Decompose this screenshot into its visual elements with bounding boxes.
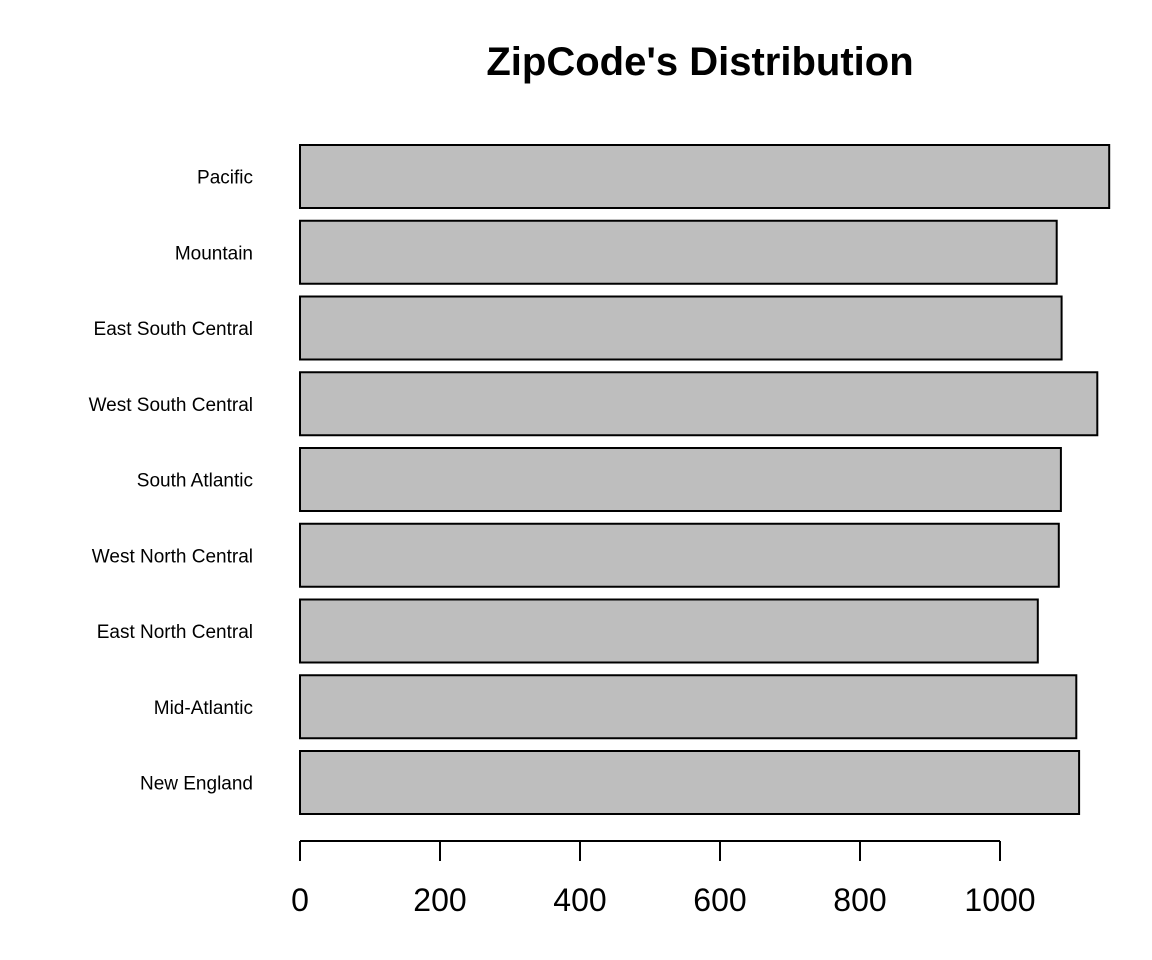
x-tick-label-200: 200: [413, 882, 466, 918]
bar-west-south-central: [299, 371, 1099, 437]
category-label-east-south-central: East South Central: [94, 319, 253, 340]
x-tick-label-800: 800: [833, 882, 886, 918]
category-label-west-south-central: West South Central: [89, 395, 253, 416]
category-label-pacific: Pacific: [197, 168, 253, 189]
x-axis: 0 200 400 600 800 1000: [291, 840, 1036, 918]
bar-pacific: [299, 144, 1111, 209]
category-label-mountain: Mountain: [175, 243, 253, 264]
category-label-east-north-central: East North Central: [97, 622, 253, 643]
x-tick-label-400: 400: [553, 882, 606, 918]
bars-group: [299, 144, 1111, 815]
category-label-west-north-central: West North Central: [92, 546, 253, 567]
x-tick-label-600: 600: [693, 882, 746, 918]
bar-east-north-central: [299, 598, 1039, 664]
chart-title: ZipCode's Distribution: [486, 40, 913, 84]
x-tick-label-1000: 1000: [964, 882, 1035, 918]
category-label-south-atlantic: South Atlantic: [137, 471, 253, 492]
category-label-new-england: New England: [140, 774, 253, 795]
bar-south-atlantic: [299, 447, 1062, 512]
bar-new-england: [299, 750, 1081, 815]
category-labels-group: New England Mid-Atlantic East North Centra…: [89, 168, 253, 795]
bar-mid-atlantic: [299, 674, 1078, 740]
bar-west-north-central: [299, 522, 1060, 588]
bar-east-south-central: [299, 295, 1063, 361]
category-label-mid-atlantic: Mid-Atlantic: [154, 698, 253, 719]
bar-mountain: [299, 219, 1058, 285]
x-tick-label-0: 0: [291, 882, 309, 918]
